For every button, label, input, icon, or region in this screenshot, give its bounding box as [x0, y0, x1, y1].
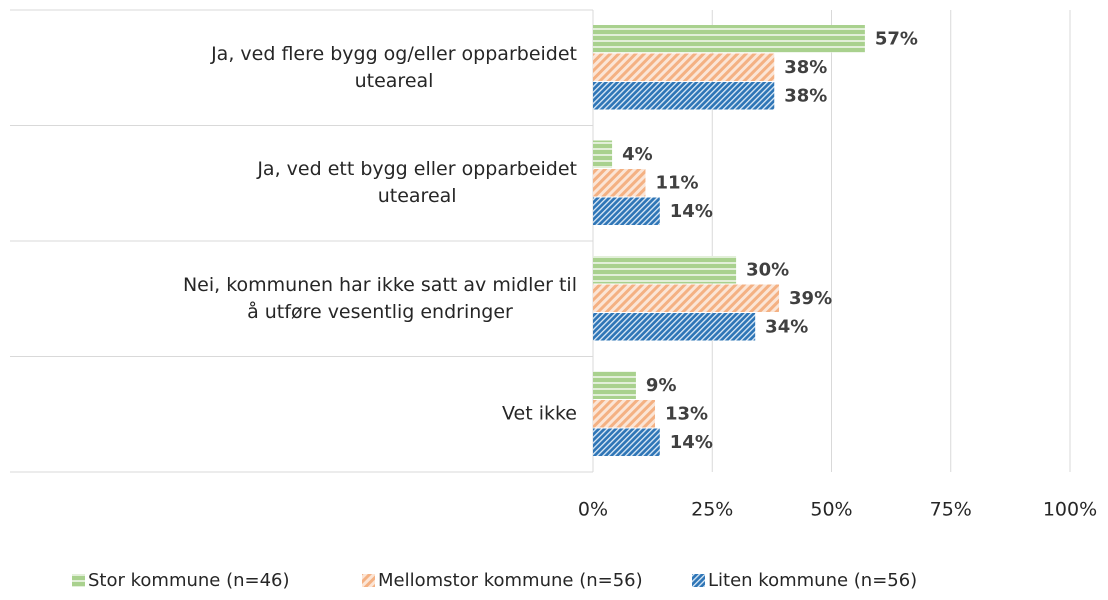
data-label: 14% — [670, 201, 713, 222]
bar — [593, 371, 636, 399]
category-label-box: Nei, kommunen har ikke satt av midler ti… — [0, 272, 577, 326]
data-label: 14% — [670, 432, 713, 453]
data-label: 30% — [746, 259, 789, 280]
legend-label: Stor kommune (n=46) — [88, 570, 290, 591]
bar — [593, 53, 775, 81]
bar — [593, 428, 660, 456]
bar — [593, 140, 613, 168]
x-tick-label: 50% — [810, 499, 852, 521]
legend-swatch — [692, 574, 705, 587]
data-label: 57% — [875, 28, 918, 49]
x-tick-label: 100% — [1043, 499, 1097, 521]
bar — [593, 400, 656, 428]
bar — [593, 313, 756, 341]
category-label: Ja, ved flere bygg og/eller opparbeidet … — [211, 42, 577, 92]
category-label-box: Vet ikke — [0, 401, 577, 428]
data-label: 38% — [784, 85, 827, 106]
category-label: Nei, kommunen har ikke satt av midler ti… — [182, 273, 577, 323]
bar — [593, 82, 775, 110]
data-label: 13% — [665, 403, 708, 424]
data-label: 39% — [789, 288, 832, 309]
legend-swatch — [362, 574, 375, 587]
category-label: Vet ikke — [502, 402, 577, 425]
bar — [593, 169, 646, 197]
x-tick-label: 75% — [930, 499, 972, 521]
data-label: 4% — [622, 144, 653, 165]
legend-label: Liten kommune (n=56) — [708, 570, 917, 591]
x-tick-label: 0% — [578, 499, 608, 521]
category-label-box: Ja, ved ett bygg eller opparbeidet utear… — [0, 156, 577, 210]
bar — [593, 25, 865, 53]
data-label: 38% — [784, 57, 827, 78]
category-label-box: Ja, ved flere bygg og/eller opparbeidet … — [0, 41, 577, 95]
data-label: 9% — [646, 375, 677, 396]
data-label: 34% — [765, 316, 808, 337]
bar — [593, 256, 737, 284]
x-tick-label: 25% — [691, 499, 733, 521]
legend-label: Mellomstor kommune (n=56) — [378, 570, 643, 591]
data-label: 11% — [655, 172, 698, 193]
bar — [593, 197, 660, 225]
legend-swatch — [72, 574, 85, 587]
bar — [593, 284, 780, 312]
category-label: Ja, ved ett bygg eller opparbeidet utear… — [257, 158, 577, 208]
